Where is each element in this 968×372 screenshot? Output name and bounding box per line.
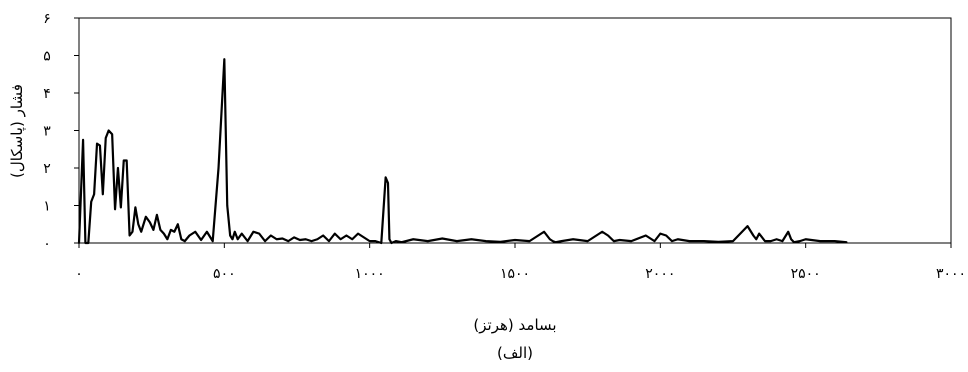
x-tick-label: ۱۵۰۰ (500, 266, 530, 282)
figure-caption: (الف) (497, 344, 533, 362)
x-axis: ۰ ۵۰۰ ۱۰۰۰ ۱۵۰۰ ۲۰۰۰ ۲۵۰۰ ۳۰۰۰ (75, 243, 966, 282)
y-axis-title: فشار (پاسکال) (8, 84, 27, 178)
x-tick-label: ۱۰۰۰ (355, 266, 385, 282)
x-tick-label: ۳۰۰۰ (936, 266, 966, 282)
plot-frame (78, 17, 952, 244)
series-layer (77, 58, 848, 245)
x-tick-label: ۰ (75, 266, 83, 282)
y-tick-label: ۰ (43, 236, 51, 252)
series-line (77, 58, 848, 245)
plot-area (78, 17, 952, 244)
y-tick-label: ۶ (43, 11, 51, 27)
y-tick-label: ۵ (43, 49, 51, 65)
x-axis-title: بسامد (هرتز) (473, 316, 556, 334)
y-axis: ۰ ۱ ۲ ۳ ۴ ۵ ۶ (43, 11, 79, 252)
x-tick-label: ۲۰۰۰ (645, 266, 675, 282)
y-tick-label: ۲ (43, 161, 51, 177)
y-tick-label: ۱ (43, 199, 51, 215)
x-tick-label: ۲۵۰۰ (791, 266, 821, 282)
y-tick-label: ۴ (43, 86, 51, 102)
y-tick-label: ۳ (43, 124, 51, 140)
x-tick-label: ۵۰۰ (213, 266, 236, 282)
